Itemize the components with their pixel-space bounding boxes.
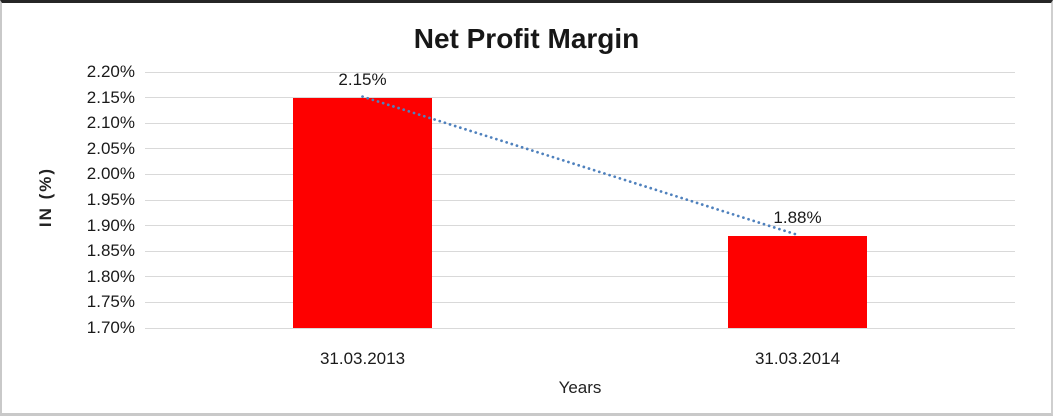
gridline <box>145 122 1015 124</box>
y-axis-title: IN (%) <box>36 166 55 228</box>
bar <box>293 97 432 328</box>
bar-value-label: 2.15% <box>338 69 387 89</box>
chart-title: Net Profit Margin <box>413 23 640 54</box>
y-tick-label: 2.15% <box>86 87 135 107</box>
y-tick-label: 2.20% <box>86 62 135 81</box>
y-tick-label: 1.75% <box>86 292 135 312</box>
x-tick-label: 31.03.2013 <box>319 349 406 368</box>
y-tick-label: 1.90% <box>86 215 135 235</box>
plot-area <box>145 71 1015 329</box>
y-tick-label: 1.80% <box>86 266 135 286</box>
gridline <box>145 199 1015 201</box>
gridline <box>145 225 1015 227</box>
gridline <box>145 148 1015 150</box>
bar <box>728 235 867 328</box>
gridline <box>145 276 1015 278</box>
gridline <box>145 301 1015 303</box>
gridline <box>145 250 1015 252</box>
x-axis-title: Years <box>558 378 602 397</box>
gridline <box>145 97 1015 99</box>
y-tick-label: 1.95% <box>86 190 135 209</box>
gridline <box>145 71 1015 73</box>
gridline <box>145 327 1015 329</box>
gridline <box>145 173 1015 175</box>
x-tick-label: 31.03.2014 <box>754 349 841 368</box>
y-tick-label: 2.05% <box>86 138 135 158</box>
y-tick-label: 2.10% <box>86 113 135 133</box>
bar-value-label: 1.88% <box>773 207 822 227</box>
y-tick-label: 1.70% <box>86 318 135 337</box>
y-tick-label: 1.85% <box>86 241 135 261</box>
y-tick-label: 2.00% <box>86 164 135 184</box>
